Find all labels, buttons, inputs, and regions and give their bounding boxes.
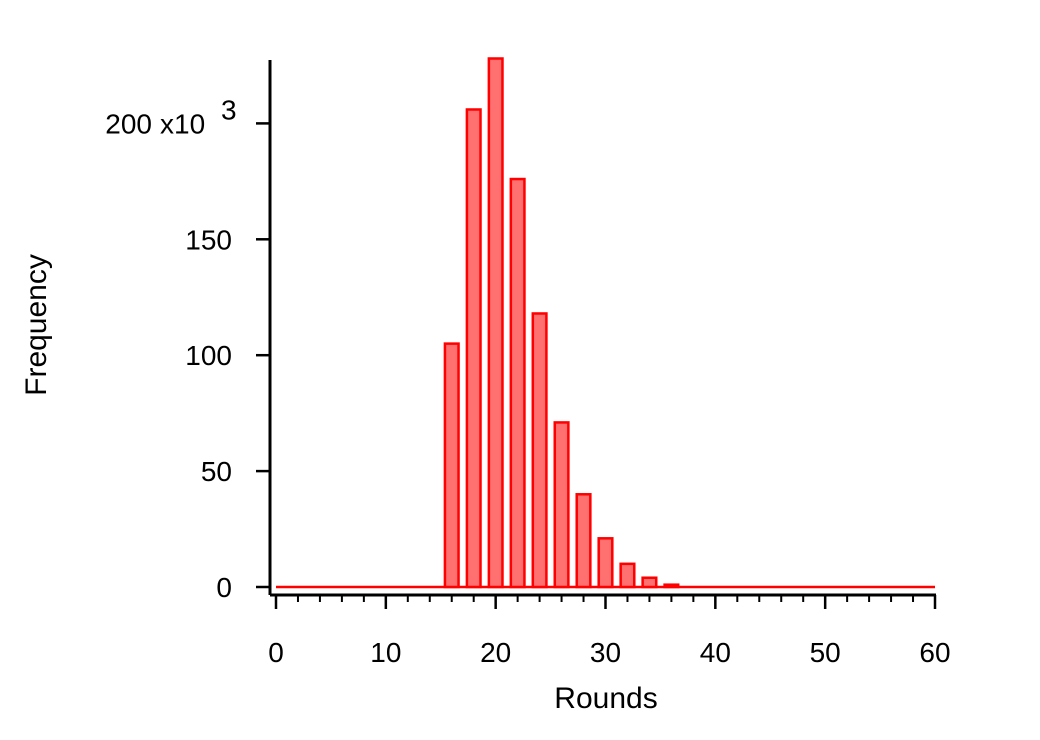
histogram-bar [641,576,658,589]
x-tick-label: 10 [370,637,401,668]
histogram-bar [531,312,548,589]
bars-layer [276,57,935,589]
histogram-bar [553,421,570,589]
y-tick-label: 0 [216,572,232,603]
y-tick-label: 150 [185,224,232,255]
x-axis-title: Rounds [554,682,657,715]
histogram-bar [597,537,614,589]
x-tick-label: 60 [919,637,950,668]
x-tick-label: 40 [700,637,731,668]
x-tick-label: 50 [810,637,841,668]
x-tick-label: 30 [590,637,621,668]
histogram-bar [509,177,526,589]
histogram-bar [443,342,460,589]
y-axis-title: Frequency [20,254,53,396]
histogram-bar [487,57,504,589]
x-tick-label: 0 [268,637,284,668]
histogram-bar [575,493,592,589]
histogram-bar [465,108,482,589]
y-multiplier-exponent: 3 [221,94,237,125]
histogram-bar [663,583,680,589]
y-multiplier-label: x10 [160,108,205,139]
y-tick-label: 100 [185,340,232,371]
x-tick-label: 20 [480,637,511,668]
histogram-bar [619,562,636,589]
y-tick-label: 200 [105,108,152,139]
y-tick-label: 50 [201,456,232,487]
